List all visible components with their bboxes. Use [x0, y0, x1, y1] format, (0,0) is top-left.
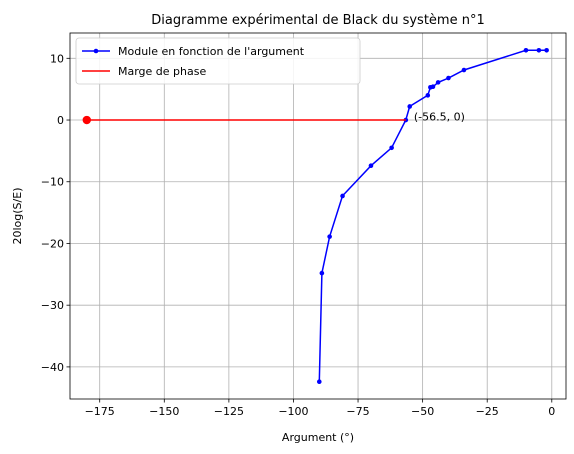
annotation-label: (-56.5, 0): [414, 111, 465, 124]
y-axis-label: 20log(S/E): [11, 188, 24, 245]
data-point: [407, 104, 413, 109]
x-tick-label: −125: [214, 405, 244, 418]
legend-swatch-marker: [93, 48, 99, 54]
plot-frame: [69, 32, 567, 400]
data-point: [430, 84, 436, 89]
data-point: [368, 163, 374, 168]
series-line-1: [318, 49, 547, 382]
y-tick-label: 10: [50, 52, 64, 65]
data-point: [523, 47, 529, 53]
data-point: [316, 379, 322, 385]
y-tick-label: −10: [41, 176, 64, 189]
axis-ticks: −175 −150 −125 −100 −75 −50 −25 0−40−30−20−1001…: [41, 52, 556, 418]
y-tick-label: 0: [57, 114, 64, 127]
x-tick-label: −25: [476, 405, 499, 418]
data-point: [389, 145, 394, 151]
y-tick-label: −40: [41, 361, 64, 374]
grid: [70, 33, 566, 399]
data-point: [425, 93, 431, 98]
x-tick-label: −75: [346, 405, 369, 418]
phase-origin-point: [82, 115, 91, 125]
data-point: [319, 270, 325, 276]
x-tick-label: 0: [548, 405, 555, 418]
data-point: [446, 75, 451, 81]
legend: Module en fonction de l'argument Marge de…: [75, 37, 361, 85]
legend-label: Module en fonction de l'argument: [118, 45, 305, 58]
data-point: [327, 234, 332, 239]
data-point: [403, 117, 409, 123]
y-tick-label: −20: [41, 237, 64, 250]
x-tick-label: −175: [85, 405, 115, 418]
y-tick-label: −30: [41, 299, 64, 312]
data-point: [536, 47, 542, 53]
data-point: [340, 193, 345, 199]
series-layer: (-56.5, 0): [82, 47, 549, 385]
data-point: [544, 47, 549, 53]
x-axis-label: Argument (°): [282, 431, 354, 444]
x-tick-label: −50: [411, 405, 434, 418]
data-point: [435, 80, 441, 85]
legend-box: [75, 37, 361, 85]
data-point: [461, 67, 467, 73]
chart-title: Diagramme expérimental de Black du systè…: [151, 13, 484, 28]
x-tick-label: −150: [149, 405, 179, 418]
legend-label: Marge de phase: [118, 65, 206, 78]
x-tick-label: −100: [278, 405, 308, 418]
